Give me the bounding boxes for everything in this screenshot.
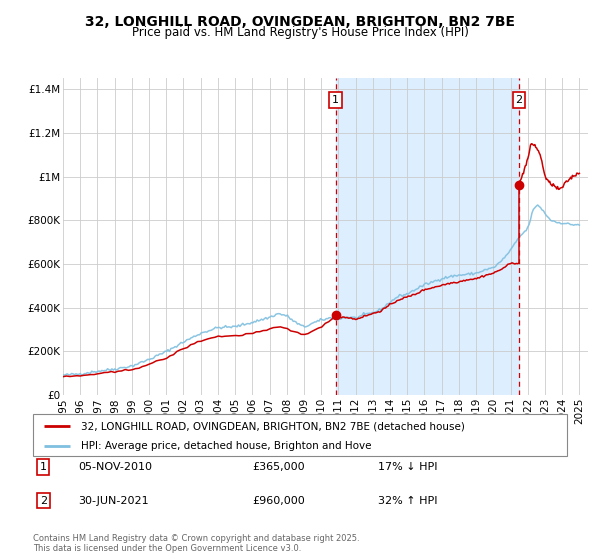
- Text: Contains HM Land Registry data © Crown copyright and database right 2025.
This d: Contains HM Land Registry data © Crown c…: [33, 534, 359, 553]
- Text: 2: 2: [515, 95, 523, 105]
- Text: 32% ↑ HPI: 32% ↑ HPI: [378, 496, 437, 506]
- Text: 1: 1: [40, 462, 47, 472]
- Text: £365,000: £365,000: [252, 462, 305, 472]
- Text: 32, LONGHILL ROAD, OVINGDEAN, BRIGHTON, BN2 7BE (detached house): 32, LONGHILL ROAD, OVINGDEAN, BRIGHTON, …: [81, 421, 465, 431]
- Text: 32, LONGHILL ROAD, OVINGDEAN, BRIGHTON, BN2 7BE: 32, LONGHILL ROAD, OVINGDEAN, BRIGHTON, …: [85, 15, 515, 29]
- Text: 2: 2: [40, 496, 47, 506]
- FancyBboxPatch shape: [33, 414, 567, 456]
- Text: 05-NOV-2010: 05-NOV-2010: [78, 462, 152, 472]
- Text: Price paid vs. HM Land Registry's House Price Index (HPI): Price paid vs. HM Land Registry's House …: [131, 26, 469, 39]
- Text: 17% ↓ HPI: 17% ↓ HPI: [378, 462, 437, 472]
- Text: 30-JUN-2021: 30-JUN-2021: [78, 496, 149, 506]
- Text: HPI: Average price, detached house, Brighton and Hove: HPI: Average price, detached house, Brig…: [81, 441, 371, 451]
- Text: £960,000: £960,000: [252, 496, 305, 506]
- Text: 1: 1: [332, 95, 339, 105]
- Bar: [335, 78, 519, 395]
